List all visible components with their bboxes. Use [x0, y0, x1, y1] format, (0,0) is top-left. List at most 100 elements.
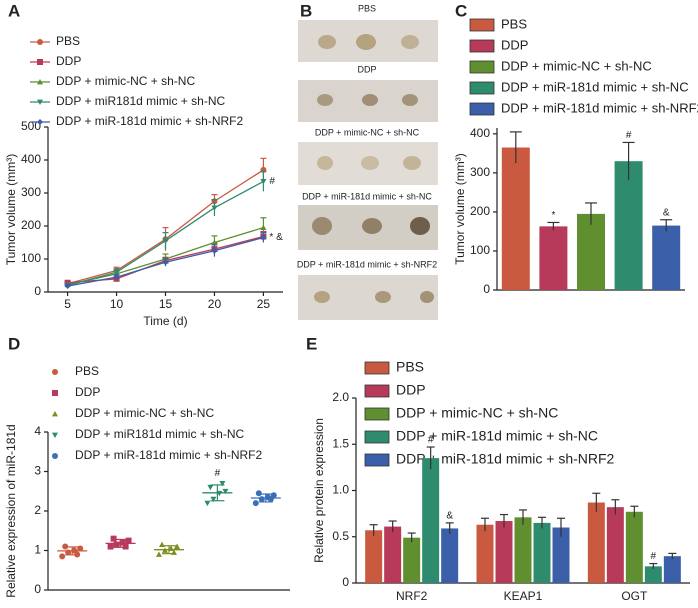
legend-marker	[52, 453, 58, 459]
x-tick-label: OGT	[621, 589, 648, 603]
data-point	[113, 269, 120, 276]
legend-swatch	[364, 384, 390, 398]
y-tick-label: 3	[34, 464, 41, 478]
tumor	[420, 291, 434, 303]
y-tick-label: 200	[470, 204, 490, 218]
y-tick-label: 0	[483, 282, 490, 296]
panel-label: C	[455, 1, 467, 20]
legend-label: DDP + miR-181d mimic + sh-NRF2	[396, 451, 615, 467]
legend-label: DDP + miR-181d mimic + sh-NRF2	[56, 114, 243, 128]
legend-swatch	[469, 102, 495, 116]
legend-swatch	[469, 39, 495, 53]
y-tick-label: 2.0	[332, 390, 349, 404]
data-point	[260, 179, 267, 185]
data-point	[174, 543, 180, 549]
data-point	[113, 274, 120, 281]
y-axis-label: Tumor volume (mm³)	[4, 154, 18, 266]
bar	[384, 526, 402, 583]
bar	[403, 537, 421, 583]
x-axis-label: Time (d)	[143, 314, 187, 328]
data-point	[125, 537, 132, 544]
legend-marker	[52, 411, 58, 417]
legend-label: PBS	[56, 34, 80, 48]
photo-panel: B PBS DDP DDP + mimic-NC + sh-NC DDP + m…	[297, 1, 438, 320]
y-tick-label: 0	[34, 284, 41, 298]
data-point	[252, 500, 259, 507]
bar	[625, 511, 643, 583]
data-point	[260, 234, 267, 241]
data-point	[267, 496, 274, 503]
legend-label: DDP + mimic-NC + sh-NC	[75, 406, 214, 420]
photo-title: DDP + miR-181d mimic + sh-NC	[302, 191, 432, 201]
tumor	[314, 291, 330, 303]
legend-label: DDP + mimic-NC + sh-NC	[396, 405, 558, 421]
data-point	[222, 488, 229, 495]
legend-marker	[52, 390, 58, 396]
bar	[539, 226, 568, 290]
data-point	[210, 496, 217, 503]
x-tick-label: 5	[64, 297, 71, 311]
y-tick-label: 100	[21, 251, 41, 265]
x-tick-label: 15	[159, 297, 173, 311]
legend-swatch	[364, 407, 390, 421]
tumor	[410, 217, 430, 235]
y-tick-label: 1.0	[332, 483, 349, 497]
tumor	[402, 94, 418, 106]
legend-marker	[52, 369, 58, 375]
y-tick-label: 400	[21, 152, 41, 166]
y-tick-label: 200	[21, 218, 41, 232]
legend-label: DDP	[501, 37, 528, 52]
data-point	[258, 496, 265, 503]
x-tick-label: KEAP1	[504, 589, 543, 603]
legend-marker	[37, 119, 43, 125]
bar	[663, 556, 681, 583]
annotation: #	[651, 551, 657, 562]
bar	[652, 225, 681, 290]
tumor	[403, 156, 421, 170]
legend-label: DDP + miR181d mimic + sh-NC	[56, 94, 225, 108]
y-tick-label: 100	[470, 243, 490, 257]
legend-swatch	[469, 81, 495, 95]
bar	[577, 213, 605, 290]
x-tick-label: NRF2	[396, 589, 428, 603]
tumor	[356, 34, 376, 50]
bar	[644, 566, 662, 583]
legend-swatch	[364, 361, 390, 375]
data-point	[107, 543, 114, 550]
data-point	[211, 247, 218, 254]
panel-label: D	[8, 334, 20, 353]
panel-label: E	[306, 334, 317, 353]
legend-label: DDP + miR181d mimic + sh-NC	[75, 427, 244, 441]
legend-label: DDP + mimic-NC + sh-NC	[501, 58, 652, 73]
data-point	[113, 541, 120, 548]
series-line	[67, 169, 264, 285]
bar	[533, 522, 551, 583]
tumor	[318, 35, 336, 49]
legend-label: DDP	[75, 385, 100, 399]
tumor	[375, 291, 391, 303]
y-tick-label: 1.5	[332, 436, 349, 450]
tumor	[361, 156, 379, 170]
y-tick-label: 500	[21, 119, 41, 133]
y-tick-label: 300	[21, 185, 41, 199]
bar	[514, 517, 532, 583]
tumor	[317, 156, 333, 170]
annotation: #	[269, 176, 275, 187]
annotation: &	[663, 207, 670, 218]
annotation: #	[626, 130, 632, 141]
data-point	[211, 239, 218, 245]
data-point	[255, 490, 262, 497]
data-point	[59, 553, 66, 560]
bar	[476, 524, 494, 583]
data-point	[162, 259, 169, 266]
legend-marker	[37, 99, 43, 105]
annotation: #	[428, 435, 434, 446]
legend-label: DDP + miR-181d mimic + sh-NRF2	[501, 100, 698, 115]
annotation: #	[215, 468, 221, 479]
bar	[606, 507, 624, 583]
legend-label: DDP + miR-181d mimic + sh-NC	[501, 79, 689, 94]
data-point	[204, 500, 211, 507]
data-point	[162, 238, 169, 244]
bar	[365, 530, 383, 583]
